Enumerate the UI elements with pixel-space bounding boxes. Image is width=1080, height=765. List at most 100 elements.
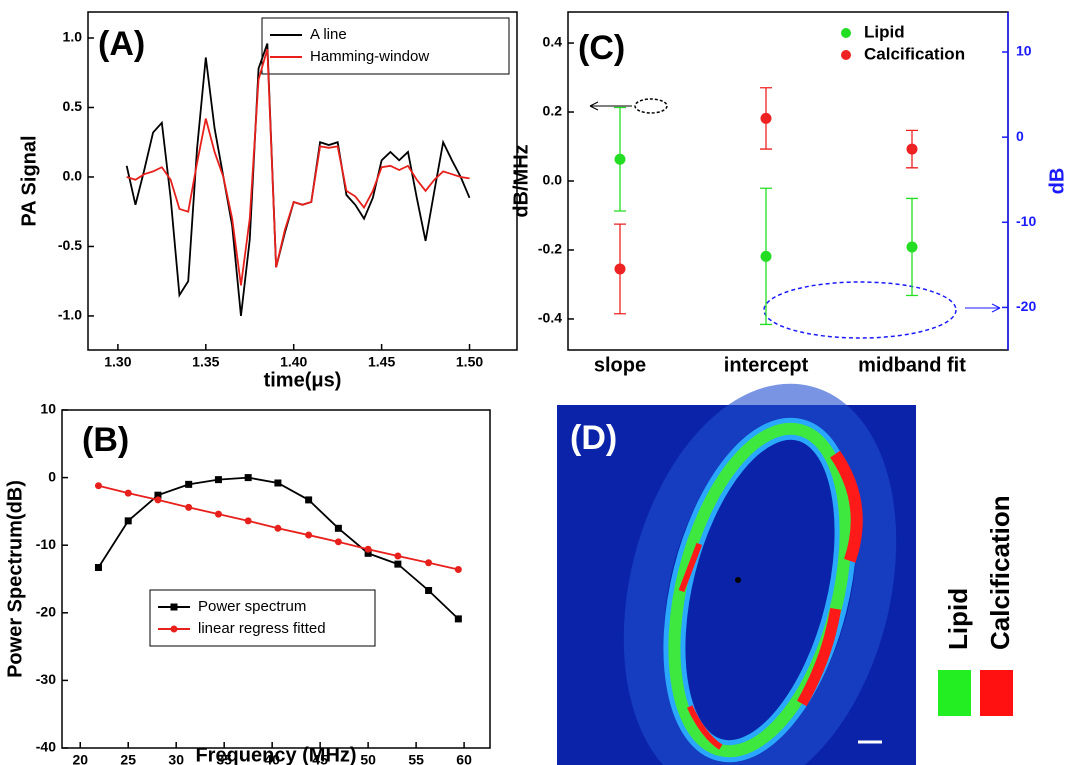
x-tick-label: 1.45 — [368, 354, 395, 370]
legend-box — [149, 589, 376, 647]
y2-tick-label: -10 — [1016, 213, 1036, 229]
x-tick-label: 25 — [120, 752, 136, 765]
legend-label: Hamming-window — [310, 48, 429, 65]
marker — [454, 566, 462, 574]
x-tick-label: 1.30 — [104, 354, 131, 370]
y2-axis-label: dB — [1046, 168, 1068, 195]
marker — [94, 564, 102, 572]
y-tick-label: 0.0 — [543, 172, 563, 188]
legend-label: Power spectrum — [198, 598, 306, 615]
panel-label: (D) — [570, 419, 617, 457]
y-tick-label: 0.5 — [63, 98, 83, 114]
marker — [124, 489, 132, 497]
x-tick-label: 35 — [216, 752, 232, 765]
marker — [394, 552, 402, 560]
y-tick-label: -20 — [36, 604, 56, 620]
legend-box — [826, 16, 1001, 72]
marker — [334, 538, 342, 546]
x-tick-label: 50 — [360, 752, 376, 765]
y-tick-label: -0.2 — [538, 241, 562, 257]
legend-label: linear regress fitted — [198, 620, 326, 637]
legend-label: A line — [310, 26, 347, 43]
marker — [305, 496, 313, 504]
marker — [425, 559, 433, 567]
marker — [154, 496, 162, 504]
annotations — [589, 98, 1001, 339]
y-tick-label: -30 — [36, 671, 56, 687]
y2-tick-label: -20 — [1016, 298, 1036, 314]
y-tick-label: 0.4 — [543, 34, 563, 50]
marker — [305, 531, 313, 539]
x-tick-label: 60 — [456, 752, 472, 765]
y-tick-label: 0 — [48, 468, 56, 484]
point — [760, 112, 772, 124]
panel-d-image — [557, 383, 916, 765]
point — [614, 263, 626, 275]
y-axis-label: Power Spectrum(dB) — [4, 480, 26, 678]
legend-label: Lipid — [864, 22, 905, 41]
x-tick-label: 1.40 — [280, 354, 307, 370]
vessel-ring — [623, 383, 897, 765]
series-line — [126, 48, 470, 286]
y-tick-label: 0.0 — [63, 168, 83, 184]
legend-swatch — [841, 50, 851, 60]
legend-label: Calcification — [864, 44, 965, 63]
marker — [244, 474, 252, 482]
series-line — [125, 43, 471, 317]
marker — [244, 517, 252, 525]
marker — [274, 524, 282, 532]
y-tick-label: 0.2 — [543, 103, 563, 119]
panel-label: (B) — [82, 421, 129, 459]
marker — [274, 479, 282, 487]
legend-box — [261, 17, 510, 75]
legend-swatch — [938, 670, 971, 716]
marker — [364, 549, 372, 557]
point — [614, 153, 626, 165]
y-axis-label: dB/MHz — [510, 144, 532, 217]
point — [760, 250, 772, 262]
marker — [454, 615, 462, 623]
marker — [94, 482, 102, 490]
x-tick-label: 1.50 — [456, 354, 483, 370]
x-axis-label: time(μs) — [264, 369, 342, 391]
legend-label: Lipid — [943, 588, 973, 650]
marker — [425, 586, 433, 594]
y-tick-label: 1.0 — [63, 29, 83, 45]
panel-label: (C) — [578, 29, 625, 67]
panel-label: (A) — [98, 25, 145, 63]
marker — [214, 476, 222, 484]
point — [906, 241, 918, 253]
point — [906, 143, 918, 155]
marker — [394, 560, 402, 568]
plot-frame — [87, 11, 518, 351]
x-tick-label: 1.35 — [192, 354, 219, 370]
x-tick-label: 20 — [72, 752, 88, 765]
marker — [214, 510, 222, 518]
marker — [154, 491, 162, 499]
x-tick-label: 45 — [312, 752, 328, 765]
marker — [185, 503, 193, 511]
marker — [124, 517, 132, 525]
legend-marker — [170, 625, 178, 633]
legend-label: Calcification — [985, 495, 1015, 650]
y-tick-label: -1.0 — [58, 307, 82, 323]
y-tick-label: -10 — [36, 536, 56, 552]
y2-tick-label: 0 — [1016, 128, 1024, 144]
y-axis-label: PA Signal — [18, 135, 40, 226]
marker — [364, 545, 372, 553]
category-label: slope — [594, 354, 646, 376]
marker — [185, 480, 193, 488]
category-label: intercept — [724, 354, 809, 376]
legend-swatch — [980, 670, 1013, 716]
y-tick-label: -40 — [36, 739, 56, 755]
plot-frame — [61, 409, 491, 749]
x-tick-label: 30 — [168, 752, 184, 765]
x-tick-label: 40 — [264, 752, 280, 765]
legend-marker — [170, 603, 178, 611]
x-tick-label: 55 — [408, 752, 424, 765]
x-axis-label: Frequency (MHz) — [195, 744, 356, 765]
category-label: midband fit — [858, 354, 966, 376]
y2-tick-label: 10 — [1016, 43, 1032, 59]
legend-swatch — [841, 28, 851, 38]
